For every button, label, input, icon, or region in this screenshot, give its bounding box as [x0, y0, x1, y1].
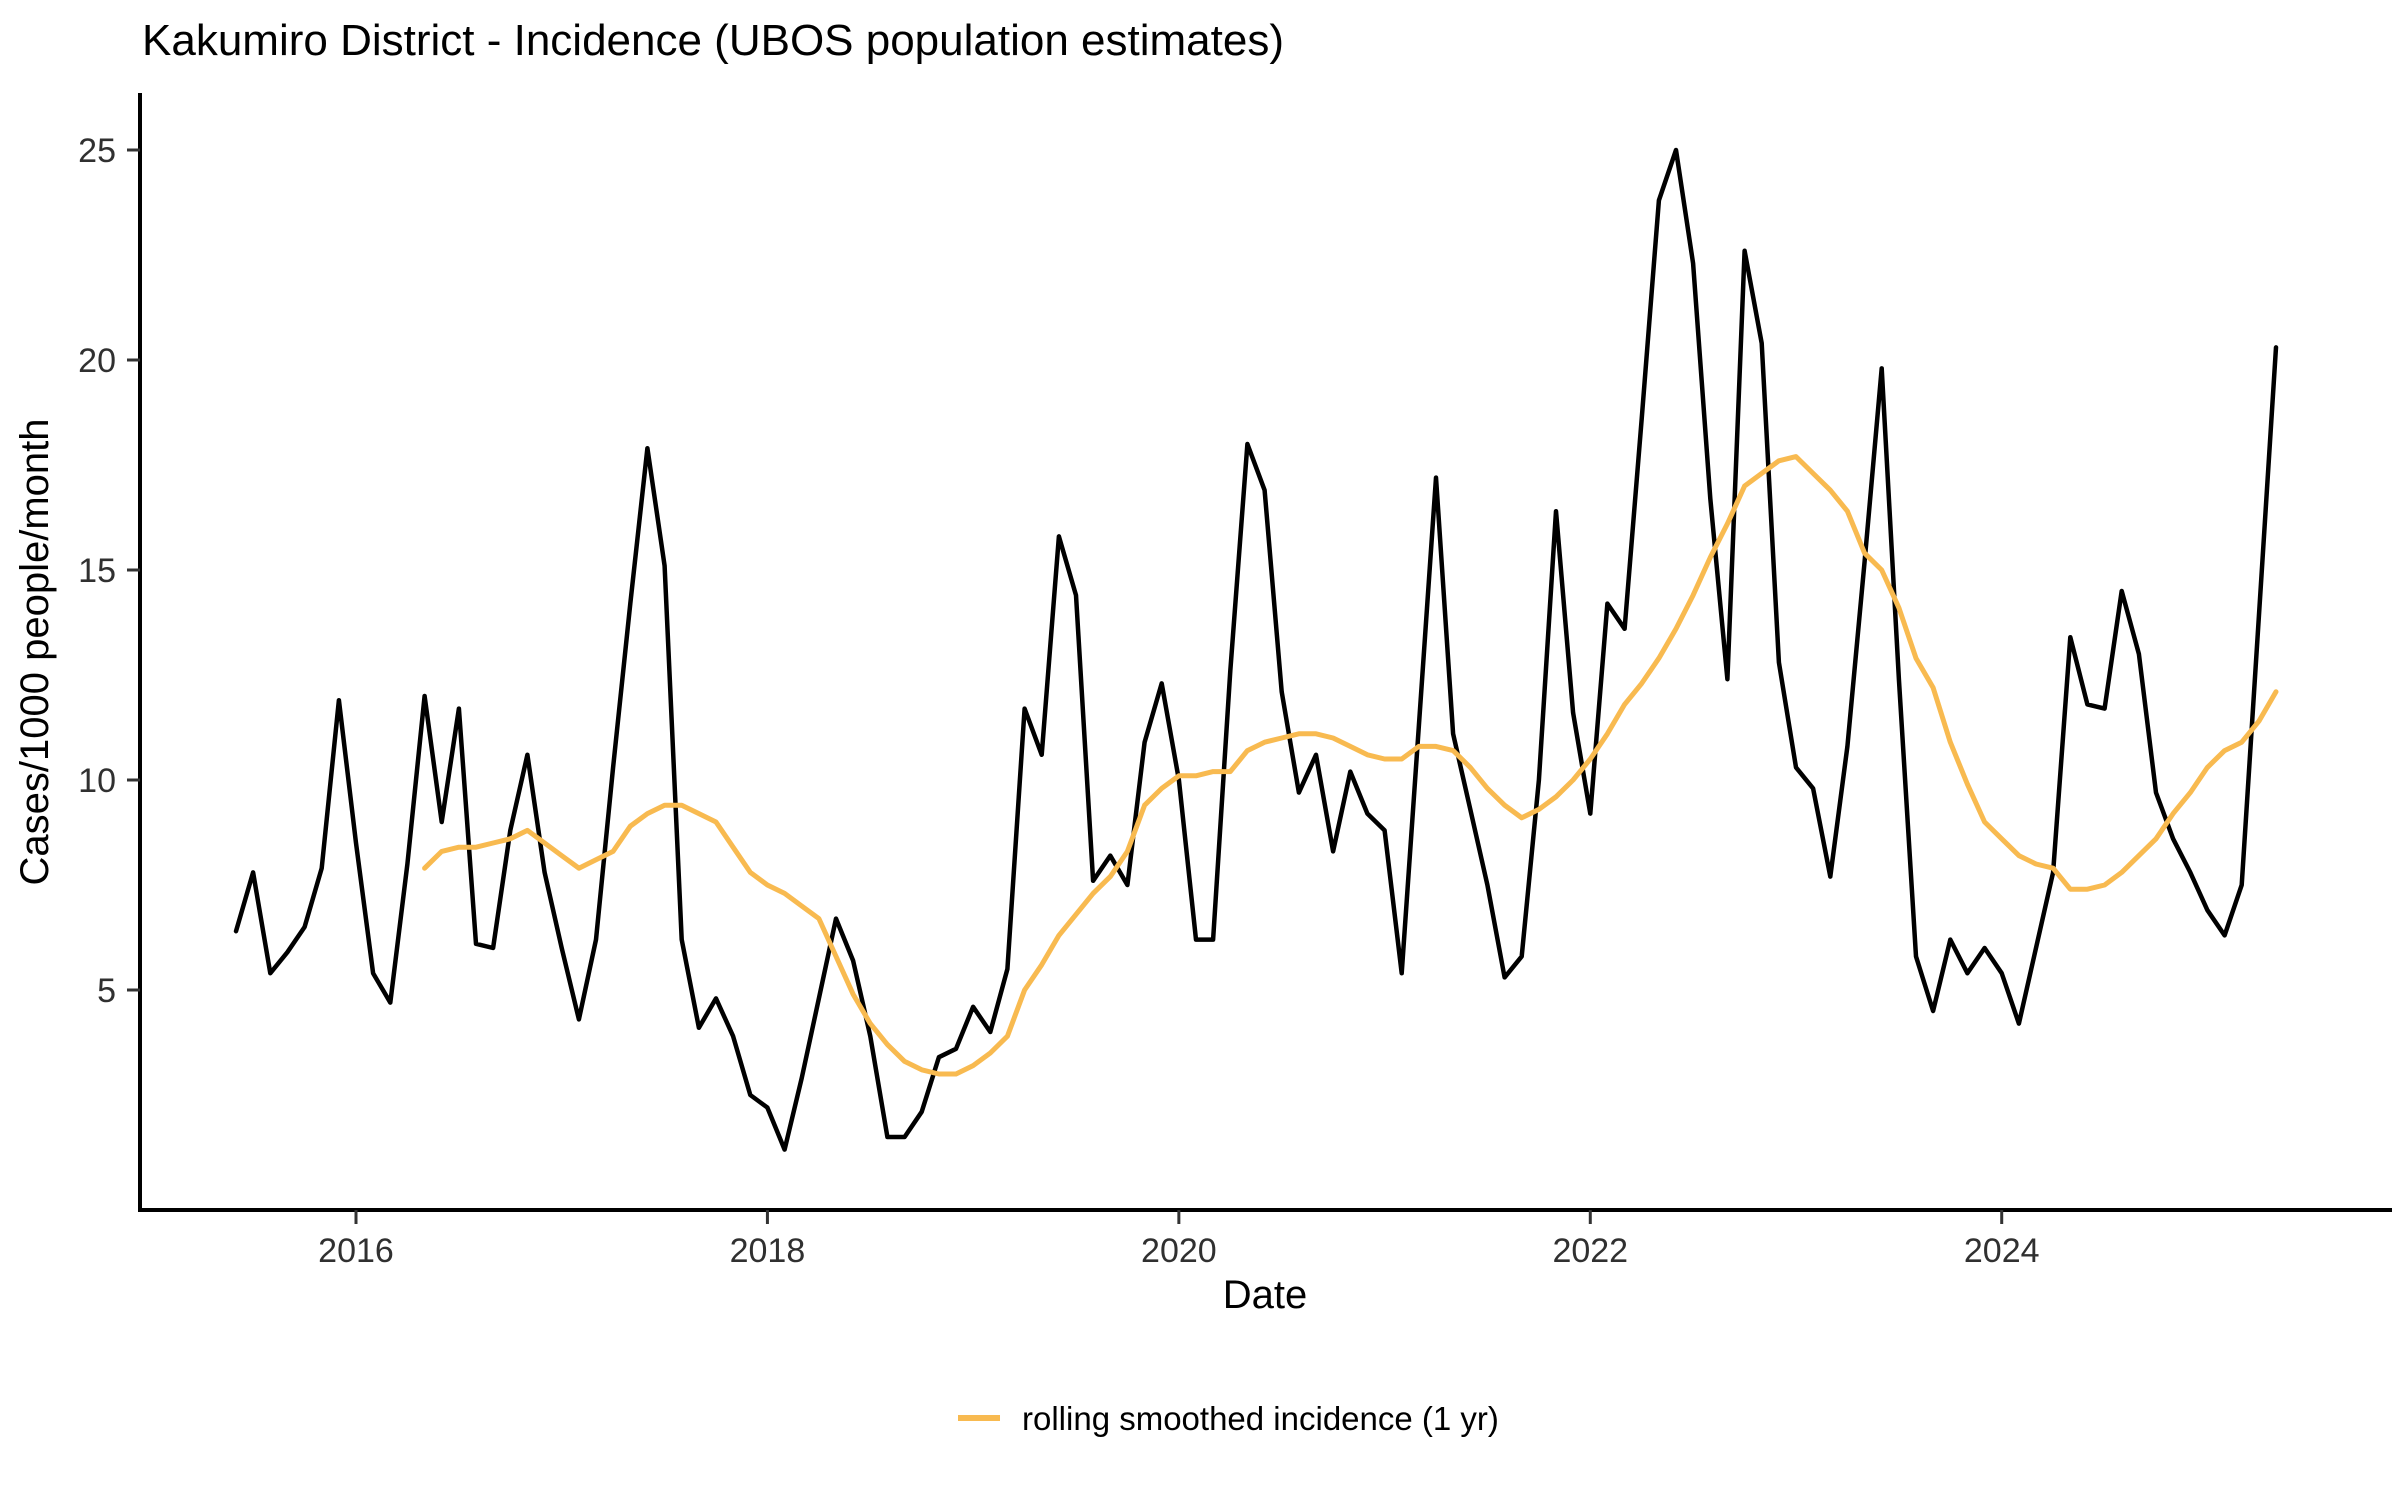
y-tick-label: 20 [78, 342, 116, 380]
data-series [233, 147, 2279, 1152]
x-tick-label: 2024 [1964, 1232, 2040, 1270]
x-tick-label: 2022 [1552, 1232, 1628, 1270]
y-tick-label: 5 [97, 972, 116, 1010]
x-axis-title: Date [1223, 1273, 1308, 1317]
series-line-smoothed [422, 454, 2279, 1077]
y-tick-label: 15 [78, 552, 116, 590]
x-tick-label: 2018 [730, 1232, 806, 1270]
y-tick-label: 25 [78, 132, 116, 170]
legend-label: rolling smoothed incidence (1 yr) [1022, 1400, 1499, 1437]
legend: rolling smoothed incidence (1 yr) [958, 1400, 1499, 1437]
x-tick-label: 2016 [318, 1232, 394, 1270]
y-axis-title: Cases/1000 people/month [13, 419, 57, 886]
page-title: Kakumiro District - Incidence (UBOS popu… [142, 16, 1284, 65]
x-tick-label: 2020 [1141, 1232, 1217, 1270]
series-line-incidence [233, 147, 2279, 1152]
axis-ticks: 2016 2018 2020 2022 2024 5 10 15 20 25 [78, 132, 2039, 1270]
y-tick-label: 10 [78, 762, 116, 800]
